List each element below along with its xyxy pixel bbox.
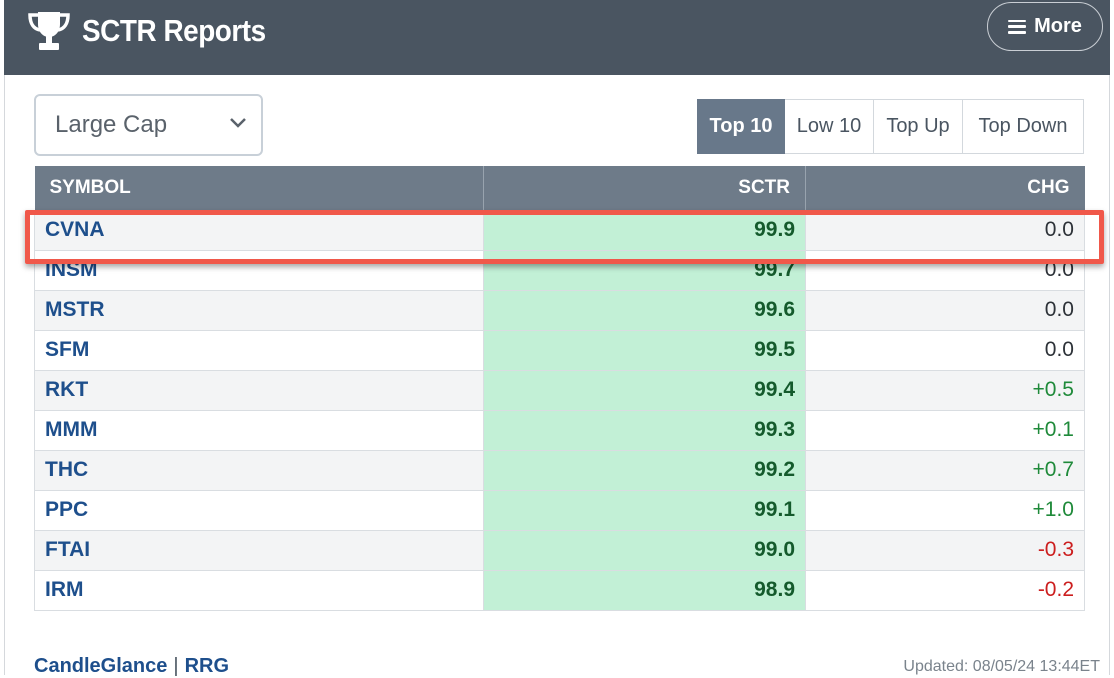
change-value: 0.0: [805, 290, 1085, 331]
footer-separator: |: [173, 655, 179, 677]
market-cap-selected: Large Cap: [55, 111, 168, 138]
column-header-sctr[interactable]: SCTR: [483, 166, 806, 210]
sctr-value: 99.5: [483, 330, 806, 371]
symbol-link[interactable]: FTAI: [34, 530, 484, 571]
table-row[interactable]: THC 99.2 +0.7: [34, 450, 1085, 491]
market-cap-dropdown[interactable]: Large Cap: [34, 94, 263, 156]
change-value: +0.7: [805, 450, 1085, 491]
rrg-link[interactable]: RRG: [184, 655, 230, 677]
more-button[interactable]: More: [987, 2, 1103, 51]
table-row[interactable]: MMM 99.3 +0.1: [34, 410, 1085, 451]
change-value: -0.3: [805, 530, 1085, 571]
tab-top-10[interactable]: Top 10: [697, 99, 785, 154]
symbol-link[interactable]: IRM: [34, 570, 484, 611]
tab-low-10[interactable]: Low 10: [785, 99, 874, 154]
change-value: 0.0: [805, 210, 1085, 251]
sctr-value: 99.2: [483, 450, 806, 491]
candleglance-link[interactable]: CandleGlance: [34, 655, 168, 677]
tab-top-down[interactable]: Top Down: [963, 99, 1084, 154]
updated-timestamp: Updated: 08/05/24 13:44ET: [903, 658, 1100, 675]
chevron-down-icon: [230, 118, 246, 128]
sctr-value: 98.9: [483, 570, 806, 611]
sctr-value: 99.7: [483, 250, 806, 291]
table-row[interactable]: FTAI 99.0 -0.3: [34, 530, 1085, 571]
table-row[interactable]: RKT 99.4 +0.5: [34, 370, 1085, 411]
hamburger-menu-icon: [1008, 19, 1027, 34]
widget-header: SCTR Reports More: [4, 0, 1110, 75]
change-value: +0.1: [805, 410, 1085, 451]
symbol-link[interactable]: MMM: [34, 410, 484, 451]
change-value: +0.5: [805, 370, 1085, 411]
change-value: -0.2: [805, 570, 1085, 611]
sctr-value: 99.3: [483, 410, 806, 451]
page-title: SCTR Reports: [82, 13, 266, 48]
symbol-link[interactable]: THC: [34, 450, 484, 491]
column-header-symbol[interactable]: SYMBOL: [34, 166, 484, 210]
symbol-link[interactable]: CVNA: [34, 210, 484, 251]
symbol-link[interactable]: MSTR: [34, 290, 484, 331]
table-row[interactable]: IRM 98.9 -0.2: [34, 570, 1085, 611]
sctr-value: 99.4: [483, 370, 806, 411]
symbol-link[interactable]: SFM: [34, 330, 484, 371]
sctr-value: 99.1: [483, 490, 806, 531]
sctr-value: 99.9: [483, 210, 806, 251]
sctr-value: 99.0: [483, 530, 806, 571]
table-row[interactable]: INSM 99.7 0.0: [34, 250, 1085, 291]
table-row[interactable]: SFM 99.5 0.0: [34, 330, 1085, 371]
table-row[interactable]: MSTR 99.6 0.0: [34, 290, 1085, 331]
change-value: +1.0: [805, 490, 1085, 531]
symbol-link[interactable]: INSM: [34, 250, 484, 291]
sctr-value: 99.6: [483, 290, 806, 331]
symbol-link[interactable]: RKT: [34, 370, 484, 411]
trophy-icon: [28, 12, 70, 50]
change-value: 0.0: [805, 330, 1085, 371]
footer-links: CandleGlance | RRG: [34, 655, 229, 678]
table-row[interactable]: CVNA 99.9 0.0: [34, 210, 1085, 251]
tab-top-up[interactable]: Top Up: [874, 99, 963, 154]
table-header-row: SYMBOL SCTR CHG: [34, 166, 1085, 210]
column-header-chg[interactable]: CHG: [805, 166, 1085, 210]
more-button-label: More: [1034, 15, 1082, 37]
sctr-table: SYMBOL SCTR CHG CVNA 99.9 0.0 INSM 99.7 0.0 MS…: [34, 166, 1085, 611]
symbol-link[interactable]: PPC: [34, 490, 484, 531]
report-tabs: Top 10 Low 10 Top Up Top Down: [697, 99, 1084, 154]
change-value: 0.0: [805, 250, 1085, 291]
table-row[interactable]: PPC 99.1 +1.0: [34, 490, 1085, 531]
